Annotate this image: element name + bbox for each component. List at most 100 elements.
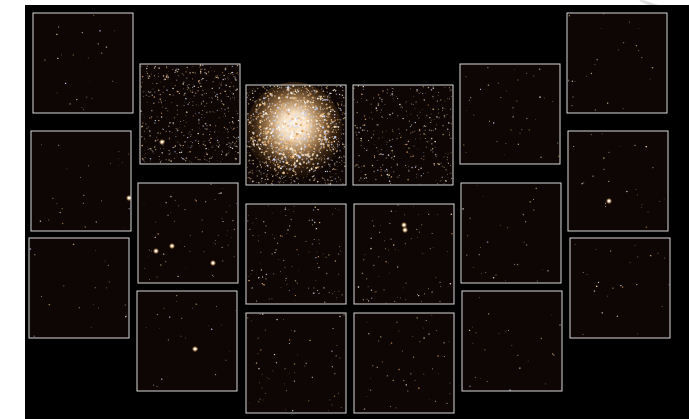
image-tile bbox=[139, 63, 241, 165]
star bbox=[237, 73, 239, 75]
star bbox=[330, 122, 332, 125]
star bbox=[283, 115, 285, 117]
star bbox=[153, 91, 156, 93]
star bbox=[329, 166, 331, 167]
star bbox=[304, 130, 306, 132]
star bbox=[326, 122, 328, 125]
star bbox=[123, 227, 125, 228]
star bbox=[312, 146, 314, 148]
star bbox=[553, 354, 555, 356]
star bbox=[366, 298, 368, 300]
star bbox=[267, 116, 269, 119]
star bbox=[105, 287, 108, 289]
star bbox=[331, 176, 333, 177]
star bbox=[141, 136, 143, 138]
star bbox=[292, 128, 294, 131]
star bbox=[214, 243, 216, 245]
star bbox=[273, 160, 276, 163]
star bbox=[306, 128, 308, 130]
star bbox=[338, 273, 340, 275]
star bbox=[309, 146, 312, 148]
star bbox=[167, 76, 169, 78]
star bbox=[290, 176, 292, 178]
star bbox=[410, 372, 412, 375]
star bbox=[341, 160, 343, 162]
star bbox=[429, 129, 431, 131]
star bbox=[379, 166, 382, 168]
star bbox=[574, 244, 576, 245]
star bbox=[301, 90, 303, 92]
star bbox=[296, 89, 299, 91]
star bbox=[361, 93, 363, 96]
star bbox=[231, 71, 234, 74]
star bbox=[449, 282, 452, 285]
star bbox=[341, 94, 344, 97]
star bbox=[400, 297, 401, 299]
star bbox=[264, 130, 268, 134]
star bbox=[269, 167, 271, 169]
star bbox=[431, 291, 433, 293]
star bbox=[430, 292, 432, 294]
tile-background bbox=[568, 131, 668, 231]
star bbox=[233, 145, 235, 147]
star bbox=[283, 127, 285, 130]
star bbox=[282, 171, 285, 175]
star bbox=[159, 328, 160, 329]
star bbox=[482, 196, 484, 197]
star bbox=[321, 177, 324, 179]
star bbox=[314, 97, 316, 99]
star bbox=[191, 145, 193, 147]
star bbox=[367, 389, 369, 391]
star bbox=[324, 158, 326, 160]
star bbox=[326, 143, 329, 145]
star bbox=[266, 377, 268, 379]
star bbox=[185, 157, 188, 159]
star bbox=[594, 109, 597, 111]
star bbox=[272, 174, 274, 177]
star bbox=[259, 313, 261, 316]
star bbox=[292, 170, 295, 172]
star bbox=[292, 97, 294, 99]
star bbox=[318, 123, 320, 125]
star bbox=[324, 161, 326, 163]
star bbox=[545, 383, 547, 385]
star bbox=[343, 156, 345, 158]
star bbox=[281, 129, 282, 130]
star bbox=[289, 87, 292, 89]
star bbox=[276, 158, 278, 160]
star bbox=[335, 156, 336, 157]
star bbox=[303, 109, 304, 111]
star bbox=[293, 144, 295, 146]
star bbox=[507, 227, 509, 229]
star bbox=[299, 138, 301, 140]
star bbox=[330, 106, 332, 108]
star bbox=[156, 82, 158, 84]
star bbox=[155, 221, 157, 223]
star bbox=[304, 105, 307, 108]
star bbox=[274, 164, 276, 166]
star bbox=[557, 155, 560, 158]
star bbox=[281, 130, 283, 132]
star bbox=[222, 188, 223, 190]
star bbox=[248, 123, 249, 125]
star bbox=[313, 178, 315, 180]
star bbox=[183, 81, 185, 83]
star bbox=[258, 235, 259, 237]
star bbox=[225, 84, 227, 86]
star bbox=[334, 120, 336, 122]
star bbox=[446, 156, 449, 158]
star bbox=[231, 65, 234, 68]
star bbox=[250, 121, 252, 123]
star bbox=[298, 88, 300, 89]
star bbox=[284, 153, 286, 155]
star bbox=[328, 111, 330, 113]
star bbox=[273, 158, 275, 160]
star bbox=[292, 139, 294, 141]
star bbox=[264, 143, 267, 146]
star bbox=[327, 125, 330, 128]
tile-border bbox=[245, 84, 347, 186]
star bbox=[517, 354, 519, 357]
star bbox=[597, 281, 600, 284]
star bbox=[228, 111, 230, 112]
star bbox=[95, 250, 97, 252]
